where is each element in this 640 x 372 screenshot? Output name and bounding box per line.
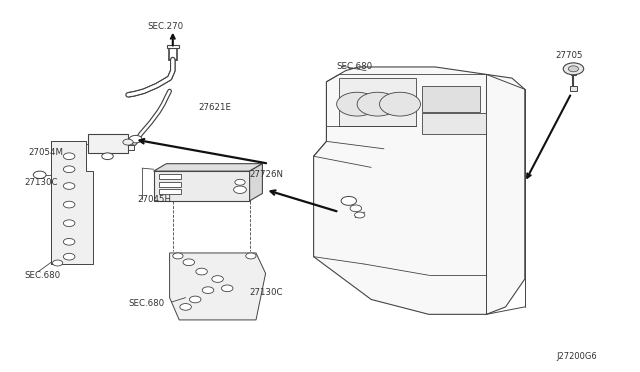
- Circle shape: [33, 171, 46, 179]
- Circle shape: [235, 179, 245, 185]
- Circle shape: [355, 212, 365, 218]
- Text: SEC.680: SEC.680: [336, 62, 372, 71]
- Polygon shape: [170, 253, 266, 320]
- Circle shape: [173, 253, 183, 259]
- Circle shape: [246, 253, 256, 259]
- Circle shape: [63, 201, 75, 208]
- Polygon shape: [154, 171, 250, 201]
- Circle shape: [52, 260, 63, 266]
- Circle shape: [196, 268, 207, 275]
- Circle shape: [180, 304, 191, 310]
- Text: 27130C: 27130C: [250, 288, 283, 296]
- Text: 27130C: 27130C: [24, 178, 58, 187]
- Bar: [159, 174, 181, 179]
- Circle shape: [63, 220, 75, 227]
- Text: J27200G6: J27200G6: [557, 352, 598, 361]
- Polygon shape: [167, 45, 179, 48]
- Text: 27621E: 27621E: [198, 103, 232, 112]
- Polygon shape: [154, 164, 262, 171]
- Circle shape: [221, 285, 233, 292]
- Polygon shape: [314, 67, 525, 314]
- Circle shape: [63, 166, 75, 173]
- Circle shape: [63, 183, 75, 189]
- Polygon shape: [570, 86, 577, 91]
- Bar: [159, 189, 181, 194]
- Circle shape: [341, 196, 356, 205]
- Circle shape: [357, 92, 398, 116]
- Text: SEC.680: SEC.680: [128, 299, 164, 308]
- Text: 27705: 27705: [556, 51, 583, 60]
- Circle shape: [63, 153, 75, 160]
- Polygon shape: [88, 134, 128, 153]
- Polygon shape: [422, 86, 480, 112]
- Polygon shape: [422, 113, 486, 134]
- Text: 27045H: 27045H: [138, 195, 172, 203]
- Polygon shape: [128, 145, 134, 150]
- Text: SEC.270: SEC.270: [147, 22, 183, 31]
- Circle shape: [129, 135, 142, 143]
- Circle shape: [63, 238, 75, 245]
- Circle shape: [234, 186, 246, 193]
- Circle shape: [563, 63, 584, 75]
- Bar: [159, 182, 181, 187]
- Polygon shape: [339, 78, 416, 126]
- Circle shape: [212, 276, 223, 282]
- Circle shape: [123, 139, 133, 145]
- Text: 27726N: 27726N: [250, 170, 284, 179]
- Circle shape: [568, 66, 579, 72]
- Circle shape: [183, 259, 195, 266]
- Text: 27054M: 27054M: [29, 148, 64, 157]
- Circle shape: [350, 205, 362, 212]
- Polygon shape: [250, 164, 262, 201]
- Text: SEC.680: SEC.680: [24, 271, 60, 280]
- Polygon shape: [51, 141, 93, 264]
- Circle shape: [63, 253, 75, 260]
- Circle shape: [189, 296, 201, 303]
- Circle shape: [337, 92, 378, 116]
- Circle shape: [380, 92, 420, 116]
- Circle shape: [202, 287, 214, 294]
- Circle shape: [102, 153, 113, 160]
